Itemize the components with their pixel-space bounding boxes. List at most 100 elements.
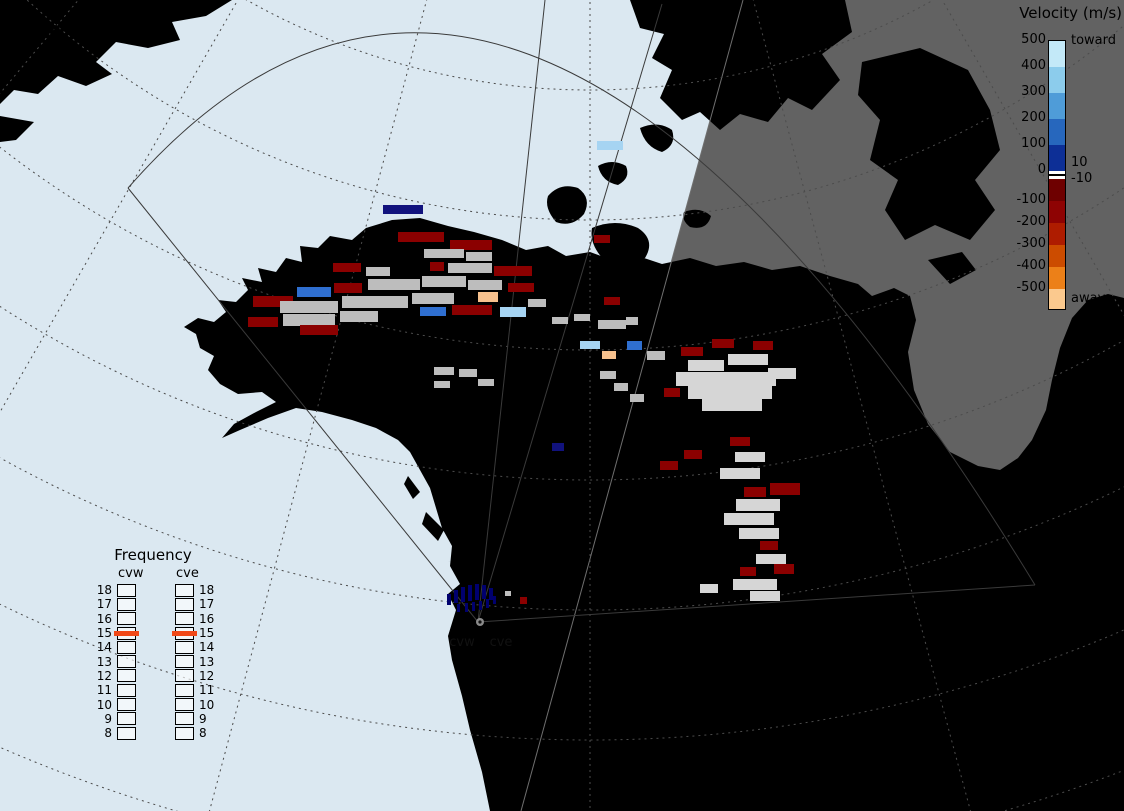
toward-label: toward	[1071, 33, 1117, 48]
frequency-row: 12 12	[86, 669, 236, 683]
frequency-cell	[117, 640, 136, 654]
frequency-row: 13 13	[86, 654, 236, 669]
velocity-zero-band	[1049, 171, 1065, 179]
velocity-tick: -100	[1016, 192, 1046, 207]
data-cell	[660, 461, 678, 470]
frequency-cell	[117, 597, 136, 611]
velocity-segment-away	[1049, 245, 1065, 267]
data-cell	[430, 262, 444, 271]
data-cell	[434, 381, 450, 388]
data-cell	[368, 279, 420, 290]
velocity-segment-away	[1049, 179, 1065, 201]
data-cell	[720, 468, 760, 479]
frequency-tick-left: 11	[96, 683, 112, 698]
frequency-tick-right: 18	[199, 583, 215, 598]
velocity-segment-away	[1049, 223, 1065, 245]
data-cell	[489, 588, 493, 600]
data-cell	[494, 266, 532, 276]
data-cell	[753, 341, 773, 350]
data-cell	[452, 305, 492, 315]
data-cell	[461, 587, 465, 602]
frequency-cell	[175, 726, 194, 740]
frequency-tick-right: 15	[199, 626, 215, 641]
velocity-tick: 0	[1037, 162, 1046, 177]
data-cell	[280, 301, 338, 313]
frequency-tick-left: 18	[96, 583, 112, 598]
data-cell	[493, 596, 496, 604]
data-cell	[676, 372, 776, 386]
data-cell	[457, 604, 460, 612]
velocity-segment-toward	[1049, 67, 1065, 93]
velocity-tick: 100	[1021, 136, 1046, 151]
data-cell	[454, 590, 458, 603]
velocity-segment-toward	[1049, 93, 1065, 119]
data-cell	[475, 584, 479, 600]
data-cell	[552, 317, 568, 324]
data-cell	[478, 379, 494, 386]
data-cell	[465, 603, 468, 612]
frequency-cell	[117, 726, 136, 740]
data-cell	[768, 368, 796, 379]
frequency-tick-right: 13	[199, 654, 215, 669]
data-cell	[647, 351, 665, 360]
data-cell	[594, 235, 610, 243]
velocity-tick: -200	[1016, 214, 1046, 229]
frequency-cell	[175, 698, 194, 712]
frequency-marker	[114, 630, 139, 636]
frequency-cell	[117, 669, 136, 683]
frequency-tick-right: 14	[199, 640, 215, 655]
frequency-cell	[117, 698, 136, 712]
frequency-column-cve: cve	[176, 566, 199, 581]
data-cell	[598, 320, 626, 329]
data-cell	[300, 325, 338, 335]
frequency-tick-left: 12	[96, 668, 112, 683]
frequency-cell	[172, 626, 197, 640]
data-cell	[664, 388, 680, 397]
radar-site: cvw cve	[449, 618, 512, 650]
frequency-row: 16 16	[86, 612, 236, 626]
data-cell	[744, 487, 766, 497]
data-cell	[424, 249, 464, 258]
data-cell	[528, 299, 546, 307]
data-cell	[505, 591, 511, 596]
velocity-segment-away	[1049, 201, 1065, 223]
data-cell	[468, 280, 502, 290]
frequency-column-cvw: cvw	[118, 566, 144, 581]
frequency-cell	[117, 583, 136, 597]
frequency-tick-right: 11	[199, 683, 215, 698]
velocity-legend: Velocity (m/s) 500 400 300 200 100 0 -100 -200 -…	[985, 4, 1124, 339]
radar-label-cve: cve	[490, 635, 513, 650]
data-cell	[712, 339, 734, 348]
data-cell	[728, 354, 768, 365]
radar-site-dot	[478, 620, 482, 624]
frequency-column-headers: cvw cve	[86, 566, 220, 581]
data-cell	[482, 585, 486, 599]
frequency-tick-right: 12	[199, 668, 215, 683]
frequency-cell	[117, 683, 136, 697]
frequency-row: 11 11	[86, 683, 236, 697]
velocity-tick: 200	[1021, 110, 1046, 125]
velocity-segment-toward	[1049, 119, 1065, 145]
frequency-tick-left: 13	[96, 654, 112, 669]
data-cell	[688, 386, 772, 399]
data-cell	[736, 499, 780, 511]
frequency-row: 15 15	[86, 626, 236, 640]
data-cell	[552, 443, 564, 451]
frequency-row: 10 10	[86, 697, 236, 712]
data-cell	[450, 240, 492, 250]
frequency-tick-right: 17	[199, 597, 215, 612]
data-cell	[398, 232, 444, 242]
data-cell	[478, 292, 498, 302]
data-cell	[342, 296, 408, 308]
frequency-tick-left: 8	[104, 726, 112, 741]
frequency-marker	[172, 630, 197, 636]
data-cell	[602, 351, 616, 359]
solar-terminator-line	[520, 0, 744, 811]
data-cell	[724, 513, 774, 525]
data-cell	[466, 252, 492, 261]
data-cell	[420, 307, 446, 316]
data-cell	[459, 369, 477, 377]
frequency-cell	[117, 712, 136, 726]
data-cell	[447, 594, 451, 605]
